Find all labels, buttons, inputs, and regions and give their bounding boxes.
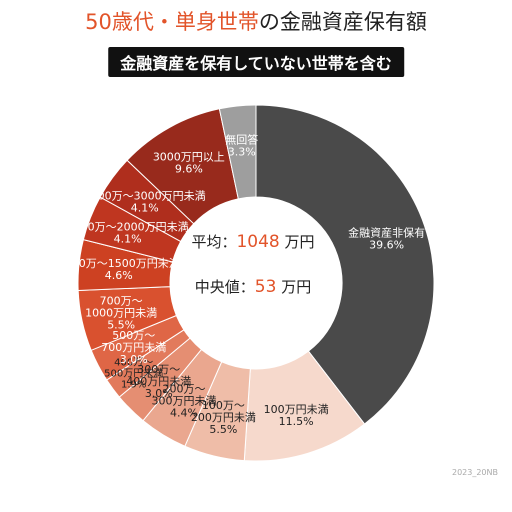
average-label: 平均： <box>191 233 237 251</box>
chart-title: 50歳代・単身世帯の金融資産保有額 <box>0 6 512 36</box>
median-row: 中央値：53 万円 <box>168 276 338 297</box>
donut-label-1: 100万円未満 11.5% <box>264 403 329 428</box>
donut-labels: 金融資産非保有 39.6% 100万円未満 11.5% 100万～ 200万円未満 5.5%… <box>58 133 425 436</box>
median-unit: 万円 <box>281 278 312 296</box>
chart-title-rest: の金融資産保有額 <box>258 10 427 34</box>
donut-label-9: 1500万～2000万円未満 4.1% <box>67 220 189 245</box>
donut-label-6: 500万～ 700万円未満 3.0% <box>101 329 166 366</box>
donut-slices <box>77 104 435 462</box>
donut-slice-0 <box>255 104 435 425</box>
median-label: 中央値： <box>194 278 255 296</box>
donut-label-3: 200万～ 300万円未満 4.4% <box>151 383 216 420</box>
average-value: 1048 <box>236 232 280 252</box>
credit-text: 2023_20NB <box>451 468 498 477</box>
donut-label-12: 無回答 3.3% <box>225 133 258 159</box>
donut-label-10: 2000万～3000万円未満 4.1% <box>84 189 206 214</box>
donut-label-2: 100万～ 200万円未満 5.5% <box>191 399 256 436</box>
donut-label-5: 400万～ 500万円未満 1.9% <box>104 358 163 391</box>
chart-title-accent: 50歳代・単身世帯 <box>85 10 259 34</box>
donut-center-summary: 平均：1048 万円 中央値：53 万円 <box>168 231 338 321</box>
donut-label-11: 3000万円以上 9.6% <box>153 150 225 175</box>
chart-subtitle-badge: 金融資産を保有していない世帯を含む <box>108 47 404 77</box>
average-row: 平均：1048 万円 <box>168 231 338 252</box>
donut-label-8: 1000万～1500万円未満 4.6% <box>58 257 180 282</box>
donut-label-7: 700万～ 1000万円未満 5.5% <box>85 294 157 331</box>
donut-label-4: 300万～ 400万円未満 3.0% <box>126 363 191 400</box>
donut-slice-12 <box>218 104 257 200</box>
donut-label-0: 金融資産非保有 39.6% <box>348 225 425 251</box>
median-value: 53 <box>254 277 277 297</box>
average-unit: 万円 <box>284 233 315 251</box>
